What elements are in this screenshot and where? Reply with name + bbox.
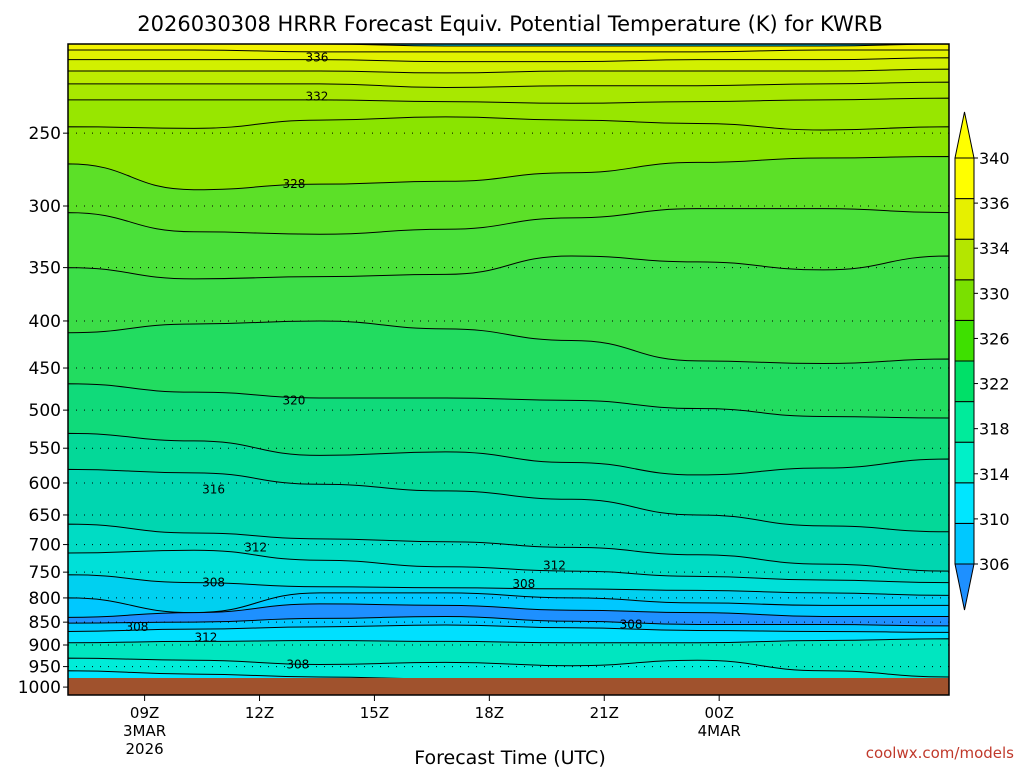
plot-area [68, 44, 949, 695]
colorbar-segment-5 [954, 319, 975, 362]
colorbar-label-326: 326 [979, 329, 1010, 348]
colorbar-label-310: 310 [979, 510, 1010, 529]
y-tick-label-400: 400 [29, 312, 61, 332]
colorbar-label-330: 330 [979, 284, 1010, 303]
colorbar-label-318: 318 [979, 420, 1010, 439]
surface-ground [68, 678, 949, 695]
y-tick-label-250: 250 [29, 124, 61, 144]
x-tick-date-09Z: 3MAR [123, 722, 166, 740]
y-tick-label-300: 300 [29, 197, 61, 217]
y-tick-label-550: 550 [29, 439, 61, 459]
y-tick-label-350: 350 [29, 259, 61, 279]
contour-label-11: 308 [286, 657, 309, 671]
colorbar-segment-9 [954, 157, 975, 200]
colorbar-label-340: 340 [979, 149, 1010, 168]
contour-label-0: 336 [306, 51, 329, 65]
contour-labels: 336 332 328 320 316 312 312 308 308 308 312 308 308 [125, 51, 643, 672]
x-tick-label-12Z: 12Z [245, 704, 274, 722]
contour-label-3: 320 [283, 393, 306, 407]
colorbar-segment-0 [954, 522, 975, 565]
colorbar-label-322: 322 [979, 375, 1010, 394]
contour-label-6: 312 [543, 559, 566, 573]
colorbar-segment-6 [954, 279, 975, 321]
colorbar-segment-4 [954, 360, 975, 403]
y-tick-label-900: 900 [29, 636, 61, 656]
y-tick-label-750: 750 [29, 563, 61, 583]
colorbar-segment-8 [954, 198, 975, 240]
y-tick-label-850: 850 [29, 613, 61, 633]
x-tick-label-18Z: 18Z [475, 704, 504, 722]
contour-label-1: 332 [306, 89, 329, 103]
contour-label-12: 308 [620, 617, 643, 631]
contour-label-2: 328 [283, 177, 306, 191]
colorbar-segment-3 [954, 401, 975, 443]
x-tick-label-15Z: 15Z [360, 704, 389, 722]
contour-label-4: 316 [202, 483, 225, 497]
y-tick-label-600: 600 [29, 474, 61, 494]
contour-label-9: 308 [125, 620, 148, 634]
y-tick-label-1000: 1000 [18, 678, 61, 698]
colorbar-segment-2 [954, 441, 975, 484]
chart-title: 2026030308 HRRR Forecast Equiv. Potentia… [137, 12, 883, 36]
colorbar-label-314: 314 [979, 465, 1010, 484]
y-axis: 250 300 350 400 450 500 550 600 650 700 750 800 850 9… [18, 124, 68, 698]
y-tick-label-800: 800 [29, 589, 61, 609]
y-tick-label-700: 700 [29, 536, 61, 556]
x-axis-title: Forecast Time (UTC) [414, 747, 605, 768]
x-tick-year-09Z: 2026 [126, 740, 164, 758]
colorbar-high-arrow [954, 111, 975, 159]
colorbar-low-arrow [954, 563, 975, 611]
colorbar-segment-7 [954, 238, 975, 281]
colorbar-label-334: 334 [979, 239, 1010, 258]
x-tick-label-21Z: 21Z [590, 704, 619, 722]
credit-text[interactable]: coolwx.com/models [866, 744, 1014, 762]
y-tick-label-500: 500 [29, 401, 61, 421]
contour-label-10: 312 [194, 630, 217, 644]
contour-bands [68, 44, 949, 695]
x-tick-label-00Z: 00Z [704, 704, 733, 722]
x-tick-label-09Z: 09Z [130, 704, 159, 722]
contour-label-5: 312 [244, 540, 267, 554]
contour-label-7: 308 [202, 576, 225, 590]
y-tick-label-650: 650 [29, 506, 61, 526]
colorbar-label-306: 306 [979, 555, 1010, 574]
x-tick-date-00Z: 4MAR [698, 722, 741, 740]
plot-frame [67, 43, 950, 696]
y-tick-label-950: 950 [29, 658, 61, 678]
colorbar-segment-1 [954, 482, 975, 524]
colorbar-label-336: 336 [979, 194, 1010, 213]
y-tick-label-450: 450 [29, 359, 61, 379]
contour-label-8: 308 [512, 577, 535, 591]
colorbar: 306 310 314 318 322 326 330 334 336 340 [954, 111, 1010, 611]
